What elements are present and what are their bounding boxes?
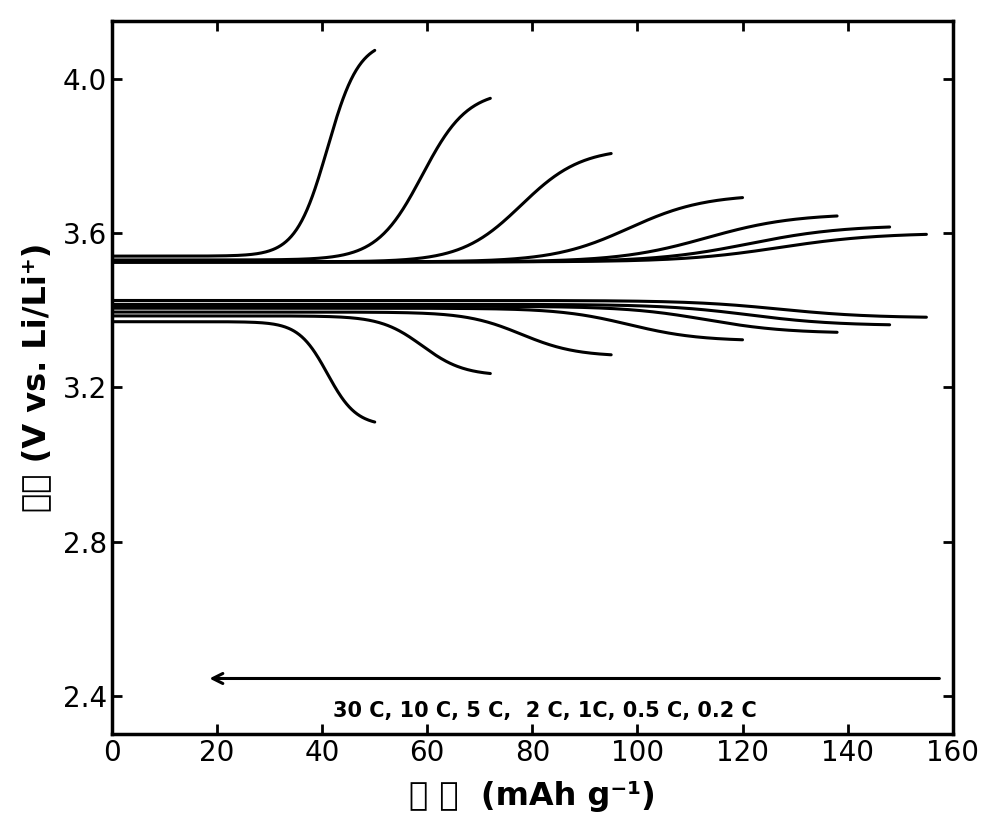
Text: 30 C, 10 C, 5 C,  2 C, 1C, 0.5 C, 0.2 C: 30 C, 10 C, 5 C, 2 C, 1C, 0.5 C, 0.2 C bbox=[333, 701, 756, 721]
X-axis label: 容 量  (mAh g⁻¹): 容 量 (mAh g⁻¹) bbox=[409, 781, 656, 812]
Y-axis label: 电压 (V vs. Li/Li⁺): 电压 (V vs. Li/Li⁺) bbox=[21, 243, 52, 512]
